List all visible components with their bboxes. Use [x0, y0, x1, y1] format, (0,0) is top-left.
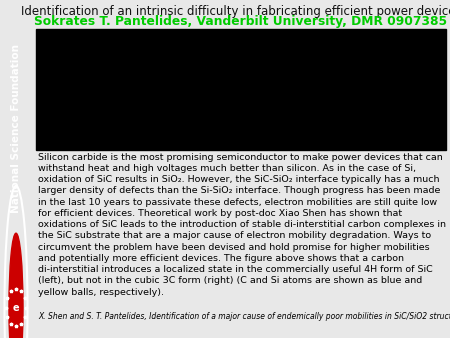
Bar [36, 29, 446, 150]
Text: X. Shen and S. T. Pantelides, Identification of a major cause of endemically poo: X. Shen and S. T. Pantelides, Identifica… [38, 312, 450, 321]
Text: e: e [13, 303, 19, 313]
Circle shape [9, 233, 23, 338]
Text: Silicon carbide is the most promising semiconductor to make power devices that c: Silicon carbide is the most promising se… [38, 153, 446, 297]
Text: Identification of an intrinsic difficulty in fabricating efficient power devices: Identification of an intrinsic difficult… [21, 5, 450, 18]
Text: Sokrates T. Pantelides, Vanderbilt University, DMR 0907385: Sokrates T. Pantelides, Vanderbilt Unive… [35, 15, 448, 28]
Text: National Science Foundation: National Science Foundation [11, 44, 21, 213]
